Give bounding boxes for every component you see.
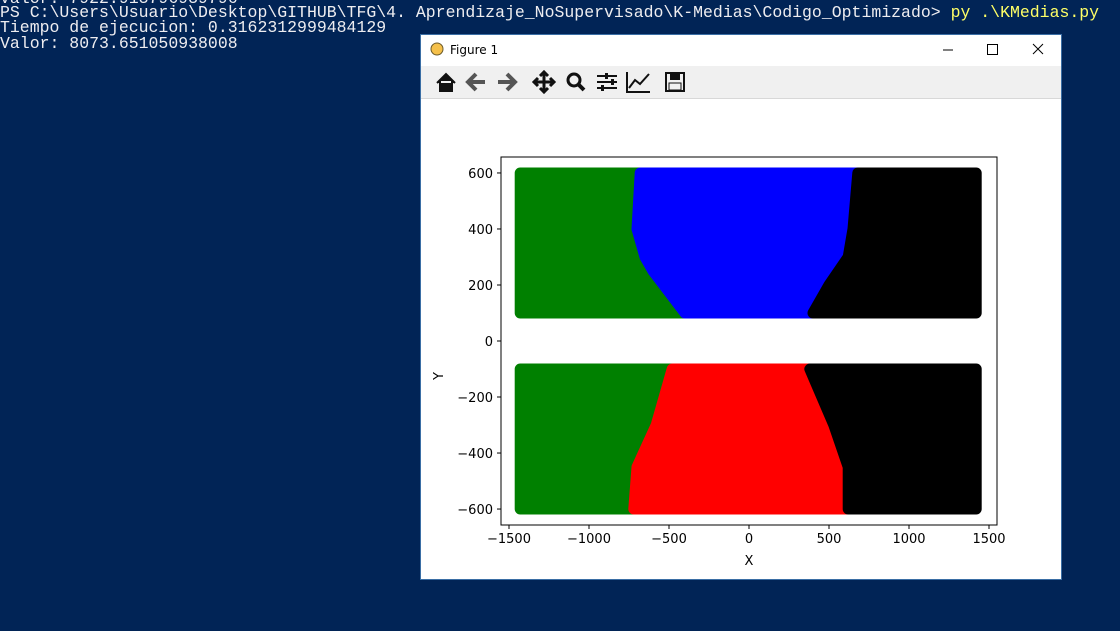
y-tick-label: 600 xyxy=(468,167,493,182)
pan-button[interactable] xyxy=(531,69,557,95)
home-button[interactable] xyxy=(436,72,456,92)
x-tick-label: −500 xyxy=(651,532,687,547)
forward-button[interactable] xyxy=(498,72,518,92)
x-tick-label: −1000 xyxy=(567,532,611,547)
title-bar: Figure 1 xyxy=(421,35,1061,66)
terminal-line: Tiempo de ejecucion: 0.3162312999484129 xyxy=(0,18,387,37)
axes-button[interactable] xyxy=(626,72,650,93)
terminal-line: PS C:\Users\Usuario\Desktop\GITHUB\TFG\4… xyxy=(0,3,1100,22)
command: py .\KMedias.py xyxy=(950,3,1100,22)
x-tick-label: 0 xyxy=(745,532,753,547)
zoom-button[interactable] xyxy=(566,72,586,92)
y-tick-label: 0 xyxy=(485,335,493,350)
toolbar-icons xyxy=(436,69,685,95)
prompt: PS C:\Users\Usuario\Desktop\GITHUB\TFG\4… xyxy=(0,3,941,22)
chart: 2D-Plot Leida X Y −1500−1000−50005001000… xyxy=(432,156,1006,569)
back-button[interactable] xyxy=(465,72,485,92)
x-tick-label: 500 xyxy=(817,532,842,547)
configure-button[interactable] xyxy=(597,73,617,91)
maximize[interactable] xyxy=(987,44,998,55)
terminal-line: Valor: 8073.651050938008 xyxy=(0,34,238,53)
y-axis-label: Y xyxy=(432,372,447,381)
y-tick-label: 400 xyxy=(468,223,493,238)
x-axis-label: X xyxy=(745,554,754,569)
close[interactable] xyxy=(1032,43,1044,55)
x-tick-label: −1500 xyxy=(487,532,531,547)
x-tick-label: 1500 xyxy=(972,532,1005,547)
figure-window: Figure 1 2D-Plot Leida X Y −1500−1000−50… xyxy=(421,35,1061,579)
x-tick-label: 1000 xyxy=(892,532,925,547)
title-bar-icons: Figure 1 xyxy=(430,42,1044,57)
point-cluster xyxy=(807,167,982,319)
y-tick-label: −400 xyxy=(457,447,493,462)
save-button[interactable] xyxy=(665,72,685,92)
y-tick-label: −600 xyxy=(457,503,493,518)
y-tick-label: 200 xyxy=(468,279,493,294)
toolbar xyxy=(421,66,1061,99)
terminal-line: Valor: 7922.913796939796 xyxy=(0,0,238,7)
point-cluster xyxy=(804,363,982,515)
window-title: Figure 1 xyxy=(450,43,498,57)
y-tick-label: −200 xyxy=(457,391,493,406)
